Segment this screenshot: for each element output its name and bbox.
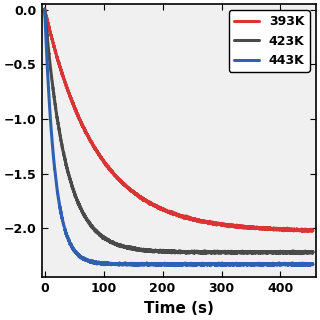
Line: 393K: 393K: [45, 9, 313, 231]
393K: [301, 229, 305, 233]
443K: [306, 262, 310, 266]
423K: [311, 250, 315, 253]
393K: [311, 228, 315, 232]
423K: [89, 224, 93, 228]
443K: [173, 264, 177, 268]
423K: [277, 251, 281, 255]
393K: [157, 205, 161, 209]
443K: [73, 250, 77, 254]
443K: [43, 8, 47, 12]
393K: [43, 7, 47, 11]
393K: [73, 108, 77, 112]
393K: [146, 200, 149, 204]
443K: [146, 263, 149, 267]
443K: [277, 262, 281, 266]
423K: [43, 7, 47, 11]
393K: [306, 228, 310, 232]
423K: [298, 252, 302, 256]
443K: [89, 260, 93, 263]
393K: [89, 140, 93, 144]
393K: [277, 227, 281, 231]
Legend: 393K, 423K, 443K: 393K, 423K, 443K: [229, 11, 309, 72]
443K: [157, 262, 161, 266]
Line: 423K: 423K: [45, 9, 313, 254]
443K: [311, 262, 315, 266]
423K: [146, 249, 149, 253]
Line: 443K: 443K: [45, 10, 313, 266]
X-axis label: Time (s): Time (s): [144, 301, 214, 316]
423K: [306, 251, 310, 254]
423K: [73, 194, 77, 198]
423K: [157, 249, 161, 252]
